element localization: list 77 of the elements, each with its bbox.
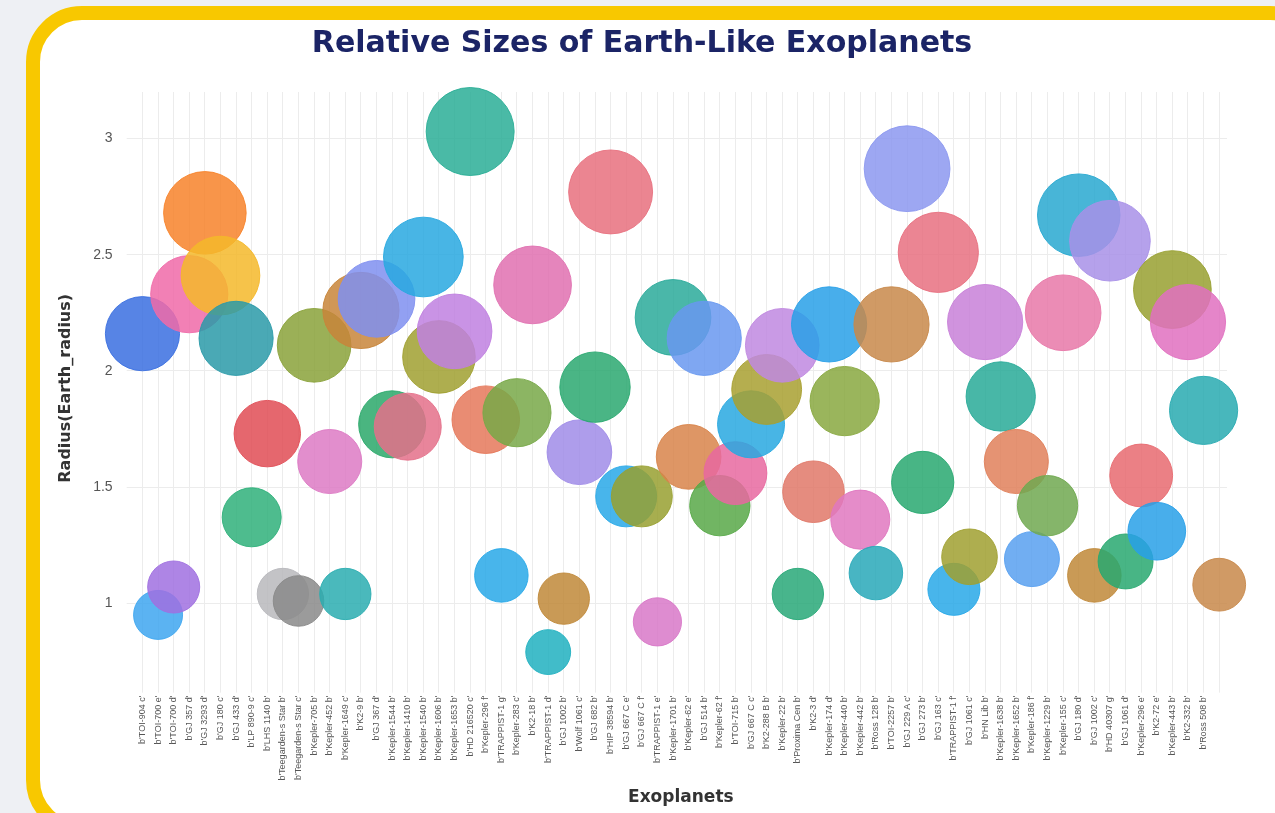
x-tick-label: b'Kepler-62 e' <box>683 695 694 751</box>
x-tick-label: b'GJ 1002 b' <box>558 695 569 746</box>
x-tick-label: b'Wolf 1061 c' <box>573 695 584 752</box>
x-tick-label: b'TOI-715 b' <box>729 695 740 745</box>
x-tick-label: b'K2-288 B b' <box>761 695 772 750</box>
x-tick-label: b'TOI-904 c' <box>136 695 147 744</box>
x-tick-label: b'TRAPPIST-1 d' <box>542 695 553 764</box>
x-tick-label: b'Kepler-452 b' <box>324 695 335 756</box>
x-tick-label: b'Kepler-174 d' <box>823 695 834 756</box>
y-tick-label: 2.5 <box>93 245 113 262</box>
x-tick-label: b'Kepler-1544 b' <box>386 695 397 761</box>
y-tick-label: 1.5 <box>93 477 113 494</box>
y-axis-title: Radius(Earth_radius) <box>54 293 74 483</box>
x-tick-label: b'Kepler-1229 b' <box>1042 695 1053 761</box>
x-tick-label: b'HN Lib b' <box>979 695 990 740</box>
y-tick-label: 2 <box>104 361 113 378</box>
x-axis-title: Exoplanets <box>628 786 734 807</box>
x-tick-label: b'GJ 163 c' <box>932 695 943 741</box>
x-tick-label: b'Kepler-1638 b' <box>995 695 1006 761</box>
x-tick-label: b'Kepler-1649 c' <box>339 695 350 761</box>
x-tick-label: b'Kepler-1701 b' <box>667 695 678 761</box>
x-tick-label: b'K2-18 b' <box>527 695 538 736</box>
x-tick-label: b'TOI-700 d' <box>168 695 179 745</box>
x-tick-label: b'Proxima Cen b' <box>792 695 803 764</box>
x-tick-label: b'Ross 508 b' <box>1198 695 1209 750</box>
x-tick-label: b'GJ 1002 c' <box>1088 695 1099 746</box>
x-tick-label: b'GJ 180 c' <box>214 695 225 741</box>
x-tick-label: b'K2-72 e' <box>1151 695 1162 736</box>
x-tick-label: b'Kepler-440 b' <box>839 695 850 756</box>
x-tick-label: b'K2-332 b' <box>1182 695 1193 741</box>
x-tick-label: b'Kepler-1540 b' <box>417 695 428 761</box>
x-tick-label: b'Kepler-62 f' <box>714 695 725 749</box>
x-tick-label: b'LP 890-9 c' <box>246 695 257 748</box>
x-tick-label: b'TRAPPIST-1 f' <box>948 695 959 761</box>
x-tick-label: b'Kepler-155 c' <box>1057 695 1068 756</box>
x-tick-label: b'GJ 273 b' <box>917 695 928 741</box>
x-tick-label: b'GJ 357 d' <box>183 695 194 741</box>
x-tick-label: b'GJ 180 d' <box>1073 695 1084 741</box>
x-tick-label: b'Kepler-186 f' <box>1026 695 1037 754</box>
chart-title: Relative Sizes of Earth-Like Exoplanets <box>311 23 973 59</box>
x-tick-label: b'GJ 1061 c' <box>964 695 974 746</box>
x-tick-label: b'TOI-2257 b' <box>885 695 896 750</box>
x-tick-label: b'TOI-700 e' <box>152 695 163 745</box>
y-tick-label: 1 <box>104 594 113 611</box>
x-tick-label: b'GJ 1061 d' <box>1120 695 1131 746</box>
x-tick-label: b'Kepler-1606 b' <box>433 695 444 761</box>
x-tick-label: b'GJ 667 C c' <box>745 695 756 750</box>
x-tick-label: b'Kepler-22 b' <box>776 695 787 751</box>
x-tick-label: b'Kepler-443 b' <box>1166 695 1177 756</box>
x-tick-label: b'HIP 38594 b' <box>605 695 616 754</box>
x-tick-label: b'LHS 1140 b' <box>261 695 272 751</box>
x-tick-label: b'K2-3 d' <box>807 695 818 731</box>
x-tick-label: b'HD 216520 c' <box>464 695 475 757</box>
x-tick-label: b'GJ 433 d' <box>230 695 241 741</box>
x-tick-label: b'Kepler-296 e' <box>1135 695 1146 756</box>
x-tick-label: b'Ross 128 b' <box>870 695 881 750</box>
x-tick-label: b'Kepler-1410 b' <box>402 695 413 761</box>
x-tick-label: b'GJ 514 b' <box>698 695 709 741</box>
x-tick-label: b'Teegarden-s Star c' <box>293 695 303 781</box>
x-tick-label: b'GJ 367 d' <box>371 695 382 741</box>
x-tick-label: b'Kepler-1653 b' <box>449 695 460 761</box>
x-tick-label: b'GJ 667 C e' <box>620 695 631 750</box>
x-tick-label: b'GJ 229 A c' <box>901 695 912 748</box>
x-tick-label: b'Kepler-1652 b' <box>1010 695 1021 761</box>
x-tick-label: b'HD 40307 g' <box>1104 695 1115 753</box>
x-tick-label: b'Kepler-442 b' <box>854 695 865 756</box>
x-tick-label: b'GJ 667 C f' <box>636 695 647 748</box>
x-tick-label: b'Teegarden-s Star b' <box>277 695 288 781</box>
x-tick-label: b'Kepler-705 b' <box>308 695 319 756</box>
x-tick-label: b'TRAPPIST-1 g' <box>495 695 506 764</box>
x-tick-label: b'GJ 3293 d' <box>199 695 210 746</box>
x-tick-label: b'Kepler-283 c' <box>511 695 522 756</box>
x-tick-label: b'K2-9 b' <box>355 695 366 731</box>
x-tick-label: b'Kepler-296 f' <box>480 695 491 754</box>
x-tick-label: b'TRAPPIST-1 e' <box>651 695 662 764</box>
x-tick-label: b'GJ 682 b' <box>589 695 600 741</box>
y-tick-label: 3 <box>104 129 113 146</box>
